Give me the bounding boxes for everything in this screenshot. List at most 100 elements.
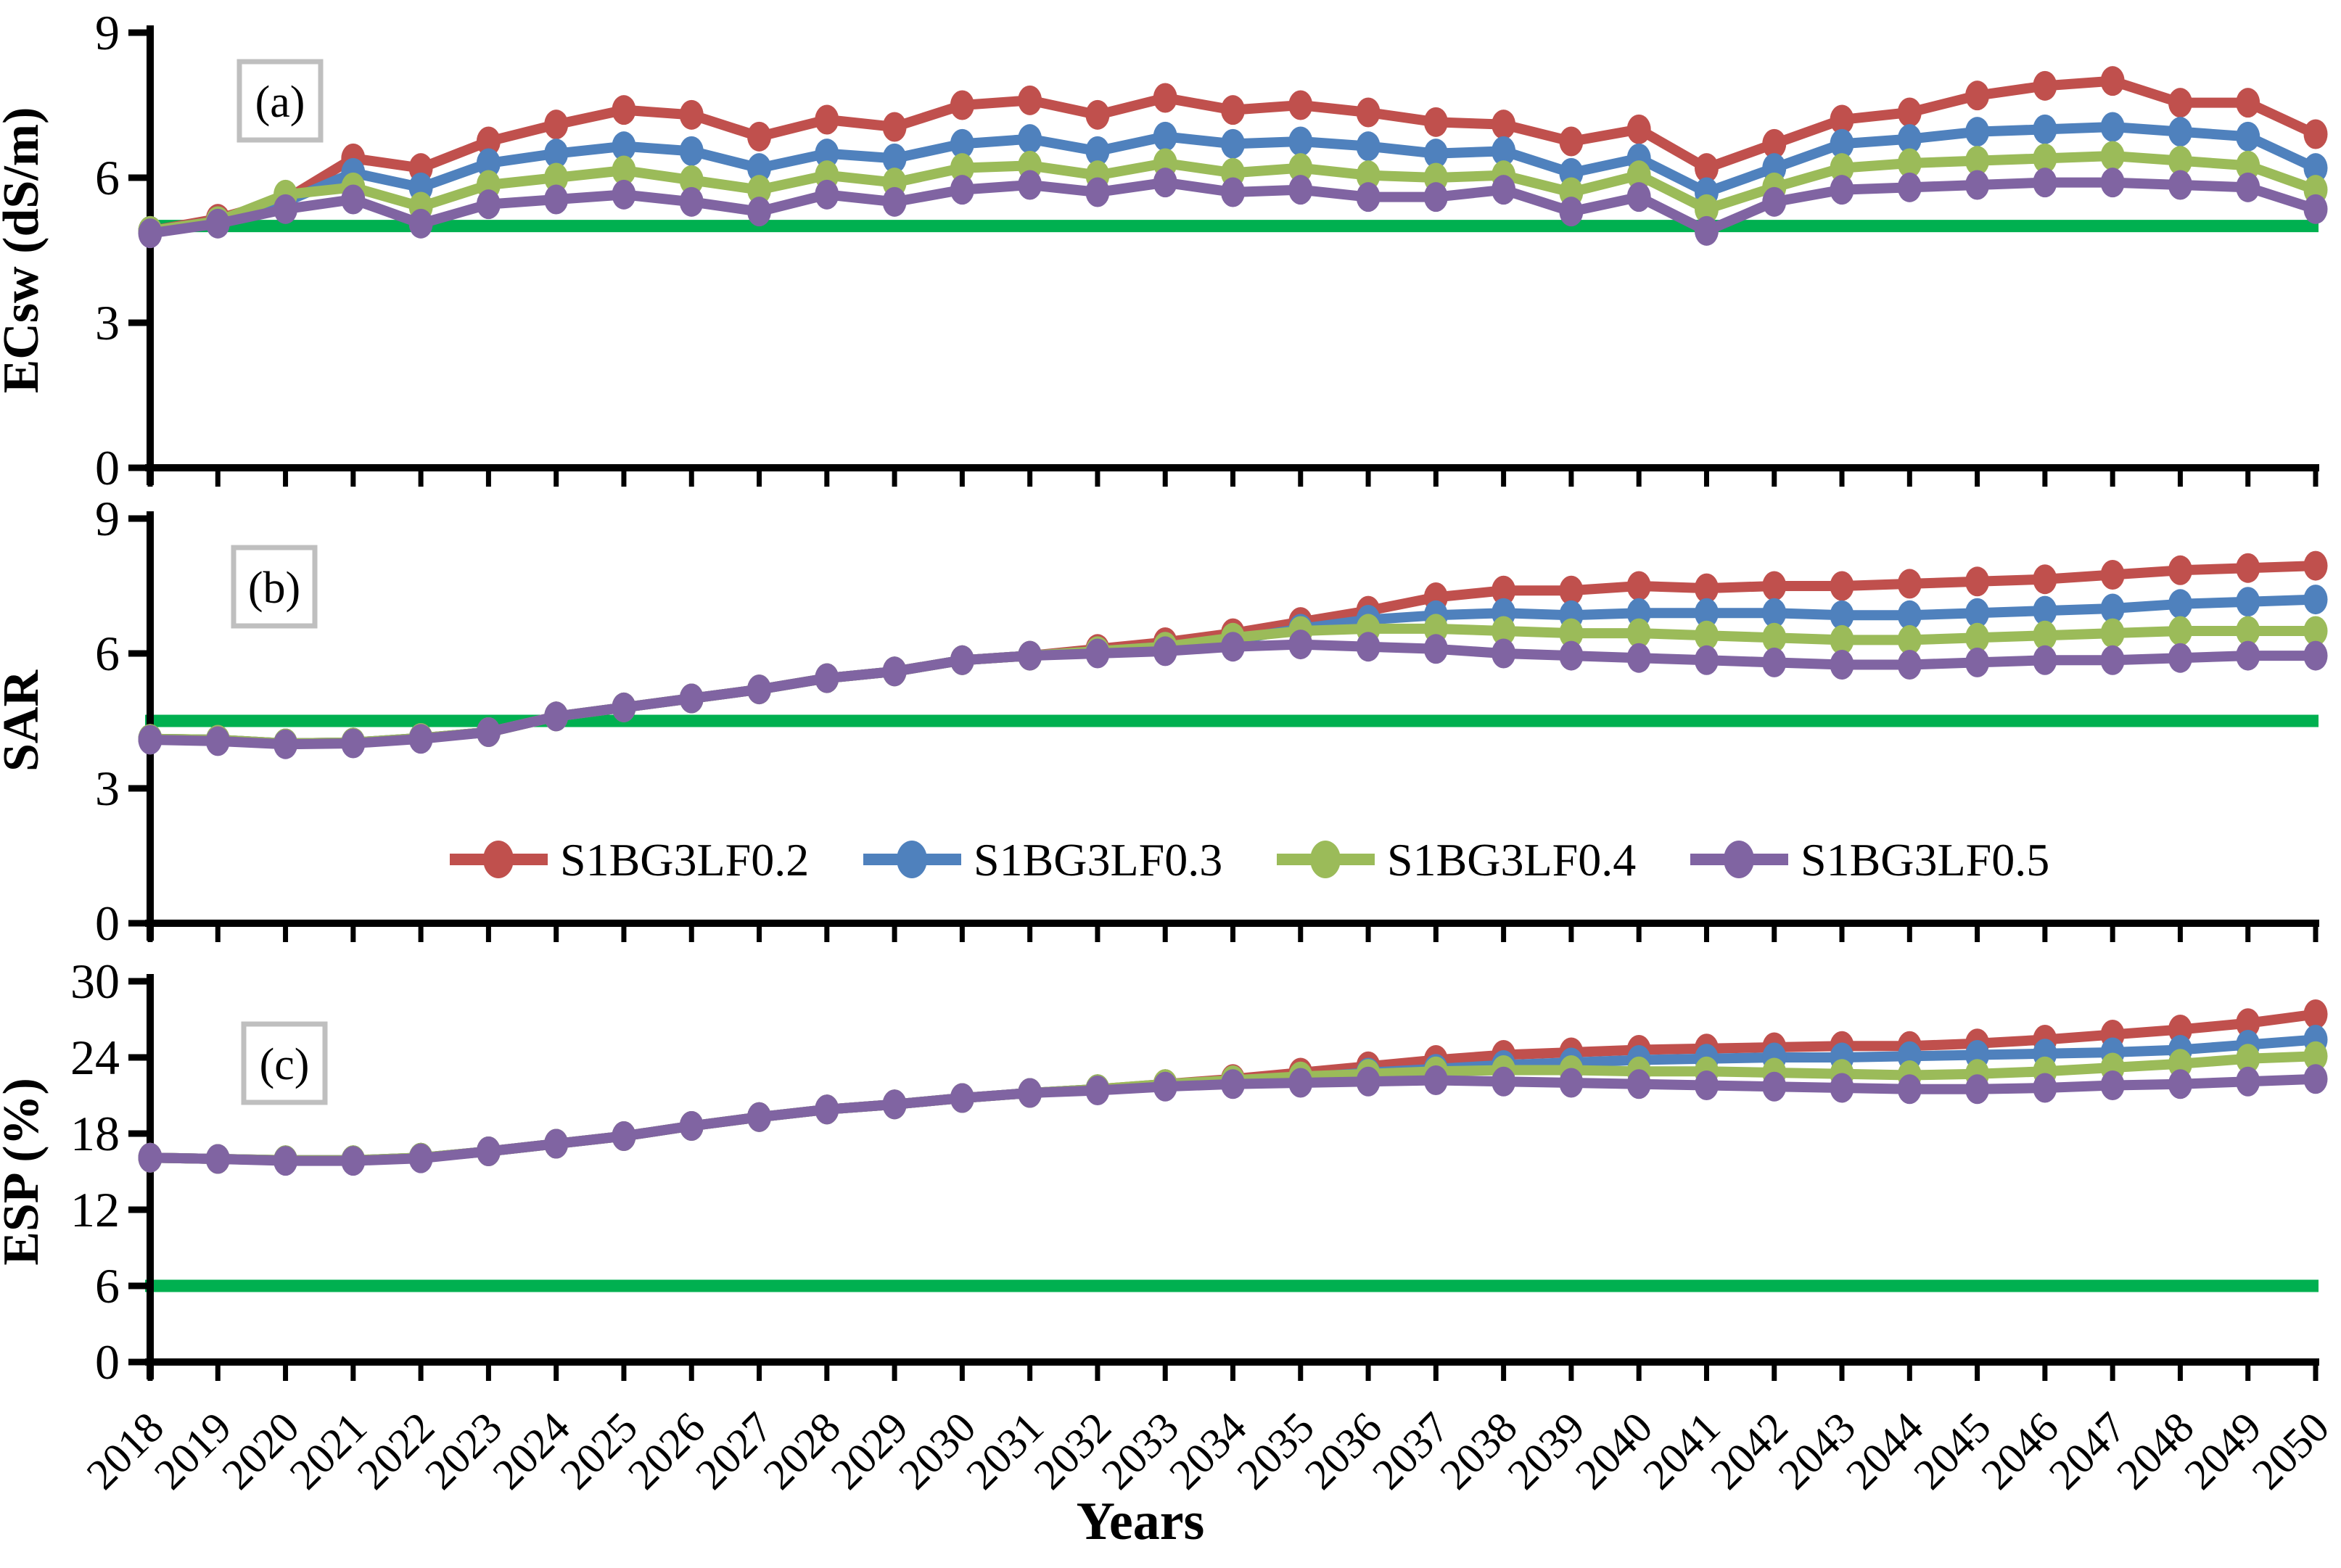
data-point-marker [1356,131,1381,162]
legend-item-S1BG3LF0.2: S1BG3LF0.2 [450,834,809,886]
data-point-marker [679,186,704,217]
data-point-marker [1559,640,1584,671]
data-point-marker [1626,160,1651,191]
data-point-marker [815,104,839,135]
data-point-marker [1492,575,1516,606]
data-point-marker [1830,650,1854,680]
data-point-marker [1492,638,1516,669]
data-point-marker [2236,1066,2260,1097]
data-point-marker [273,1146,298,1176]
data-point-marker [476,126,501,157]
y-tick-label-b: 0 [95,896,120,951]
y-tick-label-c: 18 [70,1106,120,1161]
data-point-marker [1221,177,1245,207]
data-point-marker [1423,634,1448,664]
data-point-marker [1897,650,1922,680]
data-point-marker [2100,112,2125,142]
data-point-marker [2168,589,2192,619]
data-point-marker [544,139,569,169]
data-point-marker [1626,114,1651,144]
data-point-marker [476,189,501,220]
panel-a: 0 3 6 9 ECsw (dS/m) (a) [0,5,2328,495]
data-point-marker [1559,575,1584,606]
data-point-marker [138,1142,162,1173]
data-point-marker [1965,146,1990,176]
data-point-marker [1762,571,1787,601]
data-point-marker [1288,175,1313,205]
legend-marker [1724,841,1754,878]
data-point-marker [2033,564,2057,595]
data-point-marker [2100,560,2125,590]
data-point-marker [612,155,636,186]
data-point-marker [612,131,636,162]
data-point-marker [2236,121,2260,152]
data-point-marker [950,90,974,120]
data-point-marker [2100,66,2125,96]
data-point-marker [1221,95,1245,125]
data-point-marker [1018,1078,1042,1108]
data-point-marker [273,194,298,224]
data-point-marker [2303,616,2328,646]
data-point-marker [1153,83,1177,113]
data-point-marker [1356,1066,1381,1097]
data-point-marker [679,165,704,195]
data-point-marker [1492,616,1516,646]
data-point-marker [1762,622,1787,653]
data-point-marker [2236,1008,2260,1039]
data-point-marker [1965,170,1990,200]
data-point-marker [341,728,366,759]
data-point-marker [815,1094,839,1125]
data-point-marker [1492,175,1516,205]
data-point-marker [2033,1073,2057,1103]
data-point-marker [2100,168,2125,198]
data-point-marker [815,663,839,693]
data-point-marker [612,1121,636,1151]
data-point-marker [1694,645,1719,675]
data-point-marker [1085,177,1110,207]
data-point-marker [1830,153,1854,183]
data-point-marker [2168,555,2192,585]
data-point-marker [1559,618,1584,648]
y-axis-title-c: ESP (%) [0,1078,49,1266]
data-point-marker [1085,136,1110,166]
data-point-marker [1492,110,1516,140]
data-point-marker [950,175,974,205]
data-point-marker [1897,172,1922,202]
y-tick-label-c: 24 [70,1030,120,1085]
data-point-marker [273,729,298,759]
panel-label-c: (c) [260,1040,310,1089]
y-tick-label-b: 6 [95,626,120,681]
panel-label-box-c [241,1021,328,1105]
data-point-marker [1897,569,1922,599]
data-point-marker [815,179,839,210]
y-tick-label-a: 9 [95,5,120,60]
data-point-marker [2303,194,2328,224]
data-point-marker [2168,643,2192,673]
data-point-marker [747,175,772,205]
data-point-marker [341,184,366,215]
data-point-marker [544,184,569,215]
data-point-marker [1288,1068,1313,1098]
data-point-marker [1423,182,1448,212]
data-point-marker [1018,640,1042,671]
data-point-marker [1965,647,1990,677]
y-tick-label-a: 3 [95,295,120,350]
data-point-marker [1897,97,1922,128]
y-axis-title-a: ECsw (dS/m) [0,107,49,394]
data-point-marker [1694,598,1719,628]
data-point-marker [679,683,704,714]
data-point-marker [2033,70,2057,101]
data-point-marker [1694,194,1719,224]
legend-marker [897,841,927,878]
data-point-marker [1559,126,1584,157]
data-point-marker [2236,172,2260,202]
data-point-marker [1559,1068,1584,1098]
data-point-marker [1694,153,1719,183]
y-tick-label-c: 0 [95,1334,120,1390]
data-point-marker [747,197,772,227]
panel-b: 0 3 6 9 SAR (b) [0,491,2328,951]
data-point-marker [1897,148,1922,178]
data-point-marker [2303,585,2328,615]
panel-label-a: (a) [255,78,305,127]
